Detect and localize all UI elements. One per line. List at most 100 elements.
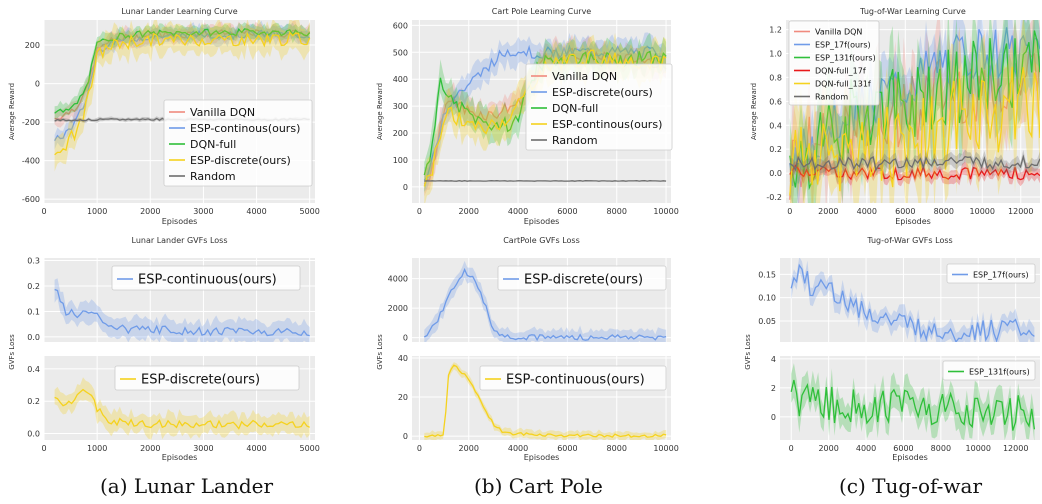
chart3-series-line	[789, 27, 1040, 186]
chart5-title: CartPole GVFs Loss	[503, 236, 580, 245]
chart4-ylabel: GVFs Loss	[8, 334, 16, 370]
chart2-legend-label: DQN-full	[552, 102, 598, 115]
caption-lunar-lander: (a) Lunar Lander	[100, 474, 274, 498]
chart1-ytick-label: -200	[22, 118, 40, 127]
chart3-ytick-label: 0.2	[769, 145, 782, 154]
chart4-panel1-ytick-label: 0.3	[27, 257, 40, 266]
chart3-legend-label: DQN-full_131f	[815, 79, 871, 88]
chart3-xtick-label: 0	[787, 207, 792, 216]
chart6-panel2-legend	[942, 360, 1036, 381]
chart2-xtick-label: 6000	[557, 207, 577, 216]
chart5-panel1-ytick-label: 0	[403, 334, 408, 343]
chart4-panel1-legend	[111, 265, 301, 291]
chart2-series-band	[424, 32, 667, 192]
chart5-panel1-legend-label: ESP-discrete(ours)	[524, 273, 643, 288]
chart5-panel2-xtick-label: 6000	[557, 444, 577, 453]
chart1-series-band	[54, 22, 310, 120]
chart1-ytick-label: -400	[22, 157, 40, 166]
chart3-series-line	[789, 30, 1040, 191]
chart1-ylabel: Average Reward	[8, 83, 16, 140]
chart2-series-line	[424, 180, 667, 182]
chart2-series-line	[423, 49, 667, 187]
chart2-xtick-label: 0	[417, 207, 422, 216]
chart5-panel2-xtick-label: 0	[417, 444, 422, 453]
chart6-ylabel: GVFs Loss	[744, 334, 752, 370]
chart6-panel1-series-line	[790, 263, 1035, 342]
chart1-xtick-label: 2000	[140, 207, 160, 216]
chart5-ylabel: GVFs Loss	[376, 334, 384, 370]
chart5-panel2-ytick-label: 0	[403, 432, 408, 441]
chart3-xlabel: Episodes	[895, 217, 931, 226]
chart3-legend-label: Vanilla DQN	[815, 27, 862, 36]
chart3-ytick-label: 0.4	[769, 121, 782, 130]
chart1-legend-label: ESP-discrete(ours)	[190, 154, 291, 167]
chart2-ytick-label: 200	[393, 129, 408, 138]
chart5-panel2-legend	[479, 365, 667, 391]
chart1-legend-label: Random	[190, 170, 236, 183]
chart1-xtick-label: 3000	[193, 207, 213, 216]
chart3-series-band	[789, 20, 1040, 203]
chart1-legend-label: ESP-continous(ours)	[190, 122, 300, 135]
chart2-legend-label: ESP-discrete(ours)	[552, 86, 653, 99]
chart6-panel2-xtick-label: 12000	[1003, 444, 1028, 453]
chart5-panel1-series-line	[423, 267, 667, 342]
chart1-legend-label: DQN-full	[190, 138, 236, 151]
chart3-series-band	[789, 160, 1040, 187]
chart4-panel2-legend-label: ESP-discrete(ours)	[141, 373, 260, 388]
chart6-panel1-legend-label: ESP_17f(ours)	[973, 270, 1029, 279]
chart3-ytick-label: 0.6	[769, 97, 782, 106]
chart1-legend	[163, 99, 313, 187]
chart4-panel2-series-band	[54, 377, 310, 440]
chart4-panel2-series-line	[54, 388, 310, 430]
chart1-ytick-label: 200	[25, 41, 40, 50]
chart5-panel2-ytick-label: 40	[398, 354, 408, 363]
chart3-xtick-label: 10000	[970, 207, 995, 216]
chart3-legend-label: Random	[815, 92, 848, 101]
chart3-xtick-label: 12000	[1008, 207, 1033, 216]
chart6-panel2-xtick-label: 8000	[931, 444, 951, 453]
chart5-panel1-series-band	[424, 260, 667, 342]
chart6-panel1-ytick-label: 0.15	[758, 270, 776, 279]
chart3-legend-label: ESP_17f(ours)	[815, 40, 871, 49]
chart1-title: Lunar Lander Learning Curve	[121, 7, 237, 16]
chart4-panel2-ytick-label: 0.4	[27, 365, 40, 374]
chart3-ytick-label: -0.2	[766, 193, 782, 202]
chart1-series-band	[54, 20, 310, 172]
chart4-panel2-ytick-label: 0.0	[27, 430, 40, 439]
chart5-panel1-ytick-label: 4000	[388, 275, 408, 284]
chart6-title: Tug-of-War GVFs Loss	[866, 236, 952, 245]
chart3-series-band	[789, 149, 1040, 177]
chart4-panel1-series-band	[54, 278, 310, 342]
chart4-panel2-xtick-label: 5000	[300, 444, 320, 453]
chart6-panel2-series-band	[791, 363, 1035, 440]
chart5-panel2-xtick-label: 10000	[653, 444, 678, 453]
chart4-panel2-xtick-label: 4000	[246, 444, 266, 453]
chart3-title: Tug-of-War Learning Curve	[859, 7, 966, 16]
chart2-xtick-label: 8000	[607, 207, 627, 216]
chart6-panel2-xtick-label: 2000	[818, 444, 838, 453]
chart5-xlabel: Episodes	[524, 453, 560, 462]
caption-tug-of-war: (c) Tug-of-war	[839, 474, 983, 498]
chart1-xtick-label: 0	[41, 207, 46, 216]
chart3-xtick-label: 6000	[895, 207, 915, 216]
chart3-series-band	[789, 20, 1040, 203]
chart3-ytick-label: 0.8	[769, 73, 782, 82]
chart2-ytick-label: 600	[393, 21, 408, 30]
chart5-panel2-ytick-label: 20	[398, 393, 408, 402]
chart2-xlabel: Episodes	[524, 217, 560, 226]
chart1-series-line	[54, 31, 311, 156]
chart4-title: Lunar Lander GVFs Loss	[132, 236, 228, 245]
chart2-ytick-label: 500	[393, 48, 408, 57]
chart4-panel2-xtick-label: 3000	[193, 444, 213, 453]
chart5-panel2-xtick-label: 8000	[607, 444, 627, 453]
chart3-ytick-label: 0.0	[769, 169, 782, 178]
chart4-xlabel: Episodes	[162, 453, 198, 462]
chart6-panel1-ytick-label: 0.10	[758, 294, 776, 303]
chart4-panel2-legend	[114, 365, 300, 391]
chart6-panel2-xtick-label: 0	[789, 444, 794, 453]
chart1-xtick-label: 4000	[246, 207, 266, 216]
chart6-panel2-xtick-label: 6000	[893, 444, 913, 453]
chart4-panel1-ytick-label: 0.1	[27, 307, 40, 316]
chart2-title: Cart Pole Learning Curve	[492, 7, 592, 16]
